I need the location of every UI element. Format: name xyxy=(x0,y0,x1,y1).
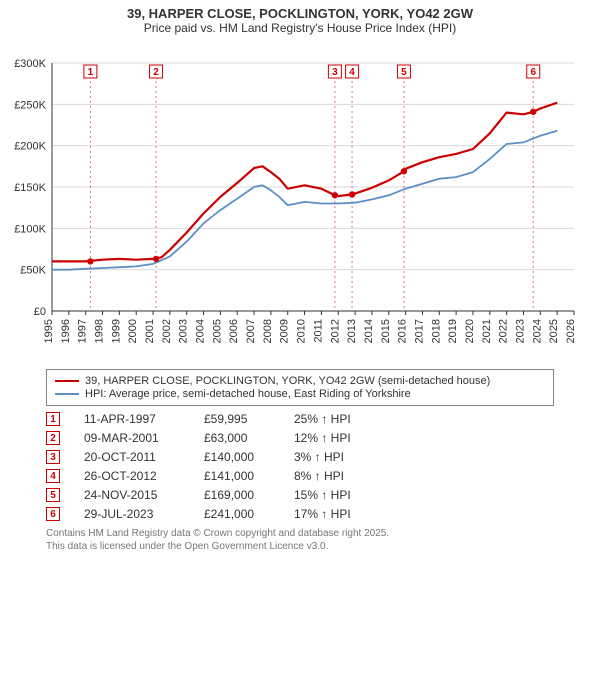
sale-date: 09-MAR-2001 xyxy=(84,431,204,445)
svg-text:2021: 2021 xyxy=(481,319,493,343)
sale-date: 24-NOV-2015 xyxy=(84,488,204,502)
sale-price: £140,000 xyxy=(204,450,294,464)
svg-text:2015: 2015 xyxy=(380,319,392,343)
sale-marker: 1 xyxy=(46,412,60,426)
svg-text:2004: 2004 xyxy=(195,319,207,343)
sale-marker: 6 xyxy=(46,507,60,521)
sale-price: £141,000 xyxy=(204,469,294,483)
svg-text:2007: 2007 xyxy=(245,319,257,343)
svg-text:3: 3 xyxy=(332,67,338,78)
svg-text:2006: 2006 xyxy=(228,319,240,343)
svg-text:1997: 1997 xyxy=(77,319,89,343)
page: 39, HARPER CLOSE, POCKLINGTON, YORK, YO4… xyxy=(0,0,600,557)
svg-text:2024: 2024 xyxy=(531,319,543,343)
footnote-line1: Contains HM Land Registry data © Crown c… xyxy=(46,527,554,540)
sale-marker: 4 xyxy=(46,469,60,483)
svg-text:6: 6 xyxy=(530,67,536,78)
svg-text:1998: 1998 xyxy=(94,319,106,343)
sale-date: 20-OCT-2011 xyxy=(84,450,204,464)
legend-row: 39, HARPER CLOSE, POCKLINGTON, YORK, YO4… xyxy=(55,375,545,387)
svg-text:2012: 2012 xyxy=(329,319,341,343)
svg-text:2018: 2018 xyxy=(430,319,442,343)
svg-text:2002: 2002 xyxy=(161,319,173,343)
sale-row: 6 29-JUL-2023£241,00017% ↑ HPI xyxy=(46,507,554,521)
svg-text:2013: 2013 xyxy=(346,319,358,343)
svg-text:2016: 2016 xyxy=(397,319,409,343)
svg-text:2017: 2017 xyxy=(413,319,425,343)
svg-text:2009: 2009 xyxy=(279,319,291,343)
sales-table: 1 11-APR-1997£59,99525% ↑ HPI 2 09-MAR-2001… xyxy=(46,412,554,521)
sale-row: 5 24-NOV-2015£169,00015% ↑ HPI xyxy=(46,488,554,502)
legend-label: 39, HARPER CLOSE, POCKLINGTON, YORK, YO4… xyxy=(85,375,490,387)
svg-text:£50K: £50K xyxy=(20,265,46,277)
sale-marker: 3 xyxy=(46,450,60,464)
svg-text:2003: 2003 xyxy=(178,319,190,343)
sale-row: 3 20-OCT-2011£140,0003% ↑ HPI xyxy=(46,450,554,464)
svg-text:2014: 2014 xyxy=(363,319,375,343)
svg-text:1: 1 xyxy=(88,67,94,78)
svg-text:£200K: £200K xyxy=(14,141,46,153)
svg-text:1996: 1996 xyxy=(60,319,72,343)
sale-delta: 3% ↑ HPI xyxy=(294,450,384,464)
svg-text:£300K: £300K xyxy=(14,58,46,70)
svg-text:£150K: £150K xyxy=(14,182,46,194)
legend: 39, HARPER CLOSE, POCKLINGTON, YORK, YO4… xyxy=(46,369,554,406)
sale-delta: 8% ↑ HPI xyxy=(294,469,384,483)
svg-text:1999: 1999 xyxy=(110,319,122,343)
sale-row: 2 09-MAR-2001£63,00012% ↑ HPI xyxy=(46,431,554,445)
svg-text:2026: 2026 xyxy=(565,319,577,343)
footnote-line2: This data is licensed under the Open Gov… xyxy=(46,540,554,553)
sale-date: 26-OCT-2012 xyxy=(84,469,204,483)
svg-text:2019: 2019 xyxy=(447,319,459,343)
line-chart: £0 £50K £100K £150K £200K £250K £300K 1995 1996 1… xyxy=(6,41,594,361)
sale-row: 1 11-APR-1997£59,99525% ↑ HPI xyxy=(46,412,554,426)
svg-text:2000: 2000 xyxy=(127,319,139,343)
sale-price: £59,995 xyxy=(204,412,294,426)
sale-row: 4 26-OCT-2012£141,0008% ↑ HPI xyxy=(46,469,554,483)
sale-delta: 17% ↑ HPI xyxy=(294,507,384,521)
sale-delta: 15% ↑ HPI xyxy=(294,488,384,502)
svg-text:2010: 2010 xyxy=(296,319,308,343)
svg-text:2023: 2023 xyxy=(514,319,526,343)
sale-delta: 25% ↑ HPI xyxy=(294,412,384,426)
footnote: Contains HM Land Registry data © Crown c… xyxy=(46,527,554,553)
svg-text:£100K: £100K xyxy=(14,223,46,235)
svg-text:2020: 2020 xyxy=(464,319,476,343)
sale-marker: 2 xyxy=(46,431,60,445)
chart-title-line1: 39, HARPER CLOSE, POCKLINGTON, YORK, YO4… xyxy=(6,6,594,21)
sale-delta: 12% ↑ HPI xyxy=(294,431,384,445)
legend-label: HPI: Average price, semi-detached house,… xyxy=(85,388,411,400)
svg-text:2022: 2022 xyxy=(498,319,510,343)
svg-text:5: 5 xyxy=(401,67,407,78)
svg-text:2005: 2005 xyxy=(211,319,223,343)
sale-date: 29-JUL-2023 xyxy=(84,507,204,521)
chart-title-line2: Price paid vs. HM Land Registry's House … xyxy=(6,21,594,35)
svg-text:£250K: £250K xyxy=(14,99,46,111)
legend-swatch xyxy=(55,380,79,382)
svg-text:2008: 2008 xyxy=(262,319,274,343)
svg-text:2: 2 xyxy=(153,67,159,78)
sale-price: £169,000 xyxy=(204,488,294,502)
legend-swatch xyxy=(55,393,79,395)
sale-price: £63,000 xyxy=(204,431,294,445)
svg-text:2011: 2011 xyxy=(312,319,324,343)
sale-marker: 5 xyxy=(46,488,60,502)
svg-text:4: 4 xyxy=(349,67,355,78)
legend-row: HPI: Average price, semi-detached house,… xyxy=(55,388,545,400)
sale-price: £241,000 xyxy=(204,507,294,521)
svg-text:£0: £0 xyxy=(34,306,46,318)
svg-text:1995: 1995 xyxy=(43,319,55,343)
chart-svg: £0 £50K £100K £150K £200K £250K £300K 1995 1996 1… xyxy=(6,41,594,361)
svg-text:2001: 2001 xyxy=(144,319,156,343)
sale-date: 11-APR-1997 xyxy=(84,412,204,426)
svg-text:2025: 2025 xyxy=(548,319,560,343)
